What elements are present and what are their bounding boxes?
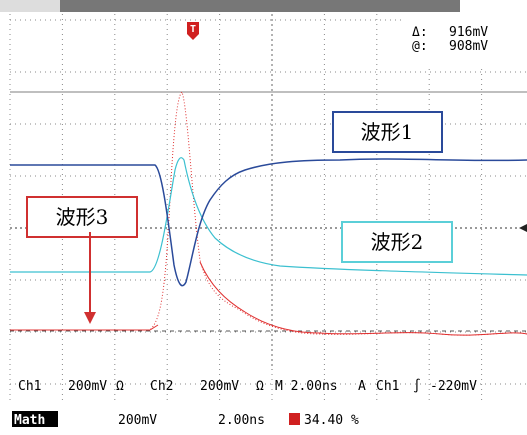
ch1-scale: 200mV [68,379,107,394]
math-scale: 200mV [118,413,157,428]
trigger-position-letter: T [190,24,196,35]
ch2-label: Ch2 [150,379,173,394]
ch2-scale: 200mV [200,379,239,394]
trigger-mode: A [358,379,366,394]
math-label: Math [14,413,45,428]
delta-value: 916mV [449,25,488,40]
ch1-impedance: Ω [116,379,124,394]
wave2-label: 波形2 [371,230,424,254]
math-timebase: 2.00ns [218,413,265,428]
photo-strip-edge [0,0,60,12]
at-value: 908mV [449,39,488,54]
wave1-label: 波形1 [361,120,414,144]
trigger-level: -220mV [430,379,477,394]
ch2-impedance: Ω [256,379,264,394]
delta-label: Δ: [412,25,428,40]
at-label: @: [412,39,428,54]
wave3-label: 波形3 [56,205,109,229]
ch1-label: Ch1 [18,379,41,394]
trigger-slope: ∫ [413,378,421,394]
trigger-source: Ch1 [376,379,399,394]
trigger-position: 34.40 % [304,413,359,428]
photo-strip [60,0,460,12]
trigger-icon [289,413,300,425]
timebase: M 2.00ns [275,379,338,394]
scope-screen: 波形1 波形2 波形3 T Δ: 916mV @: 908mV Ch1 200m… [0,0,527,435]
